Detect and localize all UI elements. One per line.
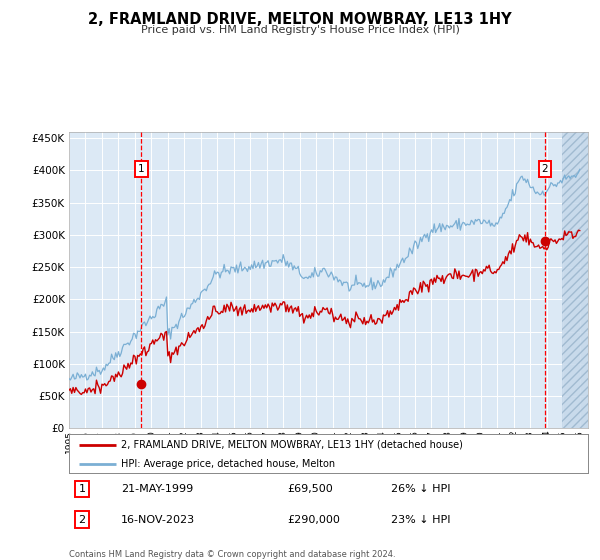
Text: 26% ↓ HPI: 26% ↓ HPI <box>391 484 450 494</box>
Text: 21-MAY-1999: 21-MAY-1999 <box>121 484 193 494</box>
Text: 16-NOV-2023: 16-NOV-2023 <box>121 515 195 525</box>
Bar <box>562 132 588 428</box>
Text: £69,500: £69,500 <box>287 484 333 494</box>
Text: Price paid vs. HM Land Registry's House Price Index (HPI): Price paid vs. HM Land Registry's House … <box>140 25 460 35</box>
Text: 2: 2 <box>79 515 86 525</box>
Text: 1: 1 <box>79 484 85 494</box>
Text: HPI: Average price, detached house, Melton: HPI: Average price, detached house, Melt… <box>121 459 335 469</box>
Text: 2, FRAMLAND DRIVE, MELTON MOWBRAY, LE13 1HY: 2, FRAMLAND DRIVE, MELTON MOWBRAY, LE13 … <box>88 12 512 27</box>
Text: Contains HM Land Registry data © Crown copyright and database right 2024.
This d: Contains HM Land Registry data © Crown c… <box>69 550 395 560</box>
Text: £290,000: £290,000 <box>287 515 340 525</box>
Text: 1: 1 <box>138 164 145 174</box>
Text: 23% ↓ HPI: 23% ↓ HPI <box>391 515 450 525</box>
Text: 2: 2 <box>541 164 548 174</box>
Text: 2, FRAMLAND DRIVE, MELTON MOWBRAY, LE13 1HY (detached house): 2, FRAMLAND DRIVE, MELTON MOWBRAY, LE13 … <box>121 440 463 450</box>
